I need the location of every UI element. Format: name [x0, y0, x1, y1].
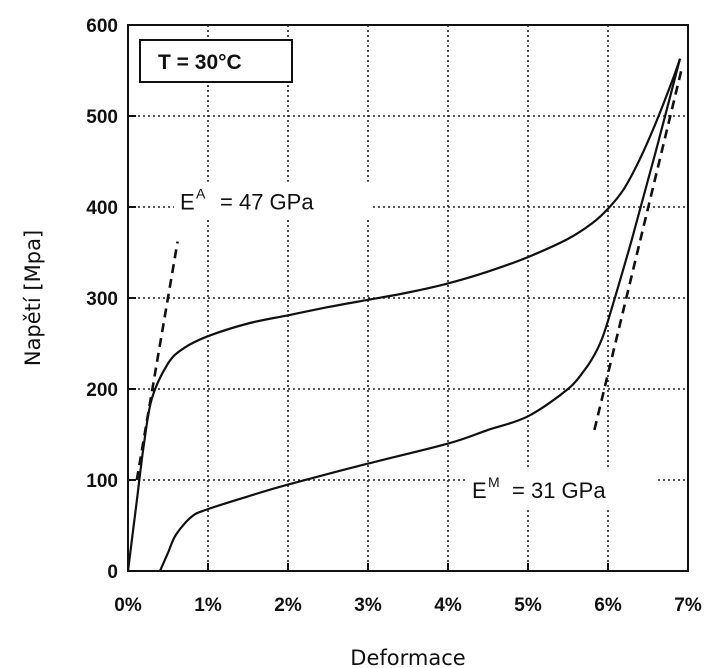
annotation-superscript: A — [196, 186, 206, 202]
y-tick-label: 500 — [86, 107, 118, 128]
x-tick-label: 0% — [114, 595, 142, 616]
y-tick-label: 600 — [86, 16, 118, 37]
y-tick-label: 300 — [86, 289, 118, 310]
y-tick-label: 200 — [86, 380, 118, 401]
x-tick-label: 7% — [674, 595, 702, 616]
curves — [126, 58, 684, 572]
x-tick-label: 3% — [354, 595, 382, 616]
annotation-background — [466, 470, 656, 509]
x-axis-label: Deformace — [350, 646, 465, 668]
unloading-curve — [158, 58, 682, 572]
martensite-modulus-line — [593, 65, 684, 431]
annotation-austenite-modulus: E A = 47 GPa — [174, 181, 370, 220]
x-tick-label: 4% — [434, 595, 462, 616]
y-tick-label: 100 — [86, 471, 118, 492]
austenite-modulus-line — [135, 241, 179, 481]
annotation-background — [174, 181, 370, 220]
annotation-symbol: E — [180, 190, 195, 215]
x-tick-label: 6% — [594, 595, 622, 616]
annotation-value: = 47 GPa — [220, 190, 314, 215]
x-tick-label: 1% — [194, 595, 222, 616]
temperature-label: T = 30°C — [158, 51, 242, 74]
x-tick-label: 5% — [514, 595, 542, 616]
annotation-martensite-modulus: E M = 31 GPa — [466, 470, 656, 509]
annotation-superscript: M — [488, 474, 500, 490]
temperature-box: T = 30°C — [139, 39, 293, 83]
y-tick-label: 0 — [107, 562, 118, 583]
y-axis-label: Napětí [Mpa] — [21, 230, 45, 366]
loading-curve — [126, 58, 682, 572]
annotation-symbol: E — [472, 478, 487, 503]
temperature-box-frame — [139, 39, 293, 83]
tick-labels: 0% 1% 2% 3% 4% 5% 6% 7% 0 100 200 300 400 500 600 — [86, 16, 702, 616]
annotation-value: = 31 GPa — [512, 478, 606, 503]
x-tick-label: 2% — [274, 595, 302, 616]
axis-ticks — [127, 24, 689, 572]
y-tick-label: 400 — [86, 198, 118, 219]
